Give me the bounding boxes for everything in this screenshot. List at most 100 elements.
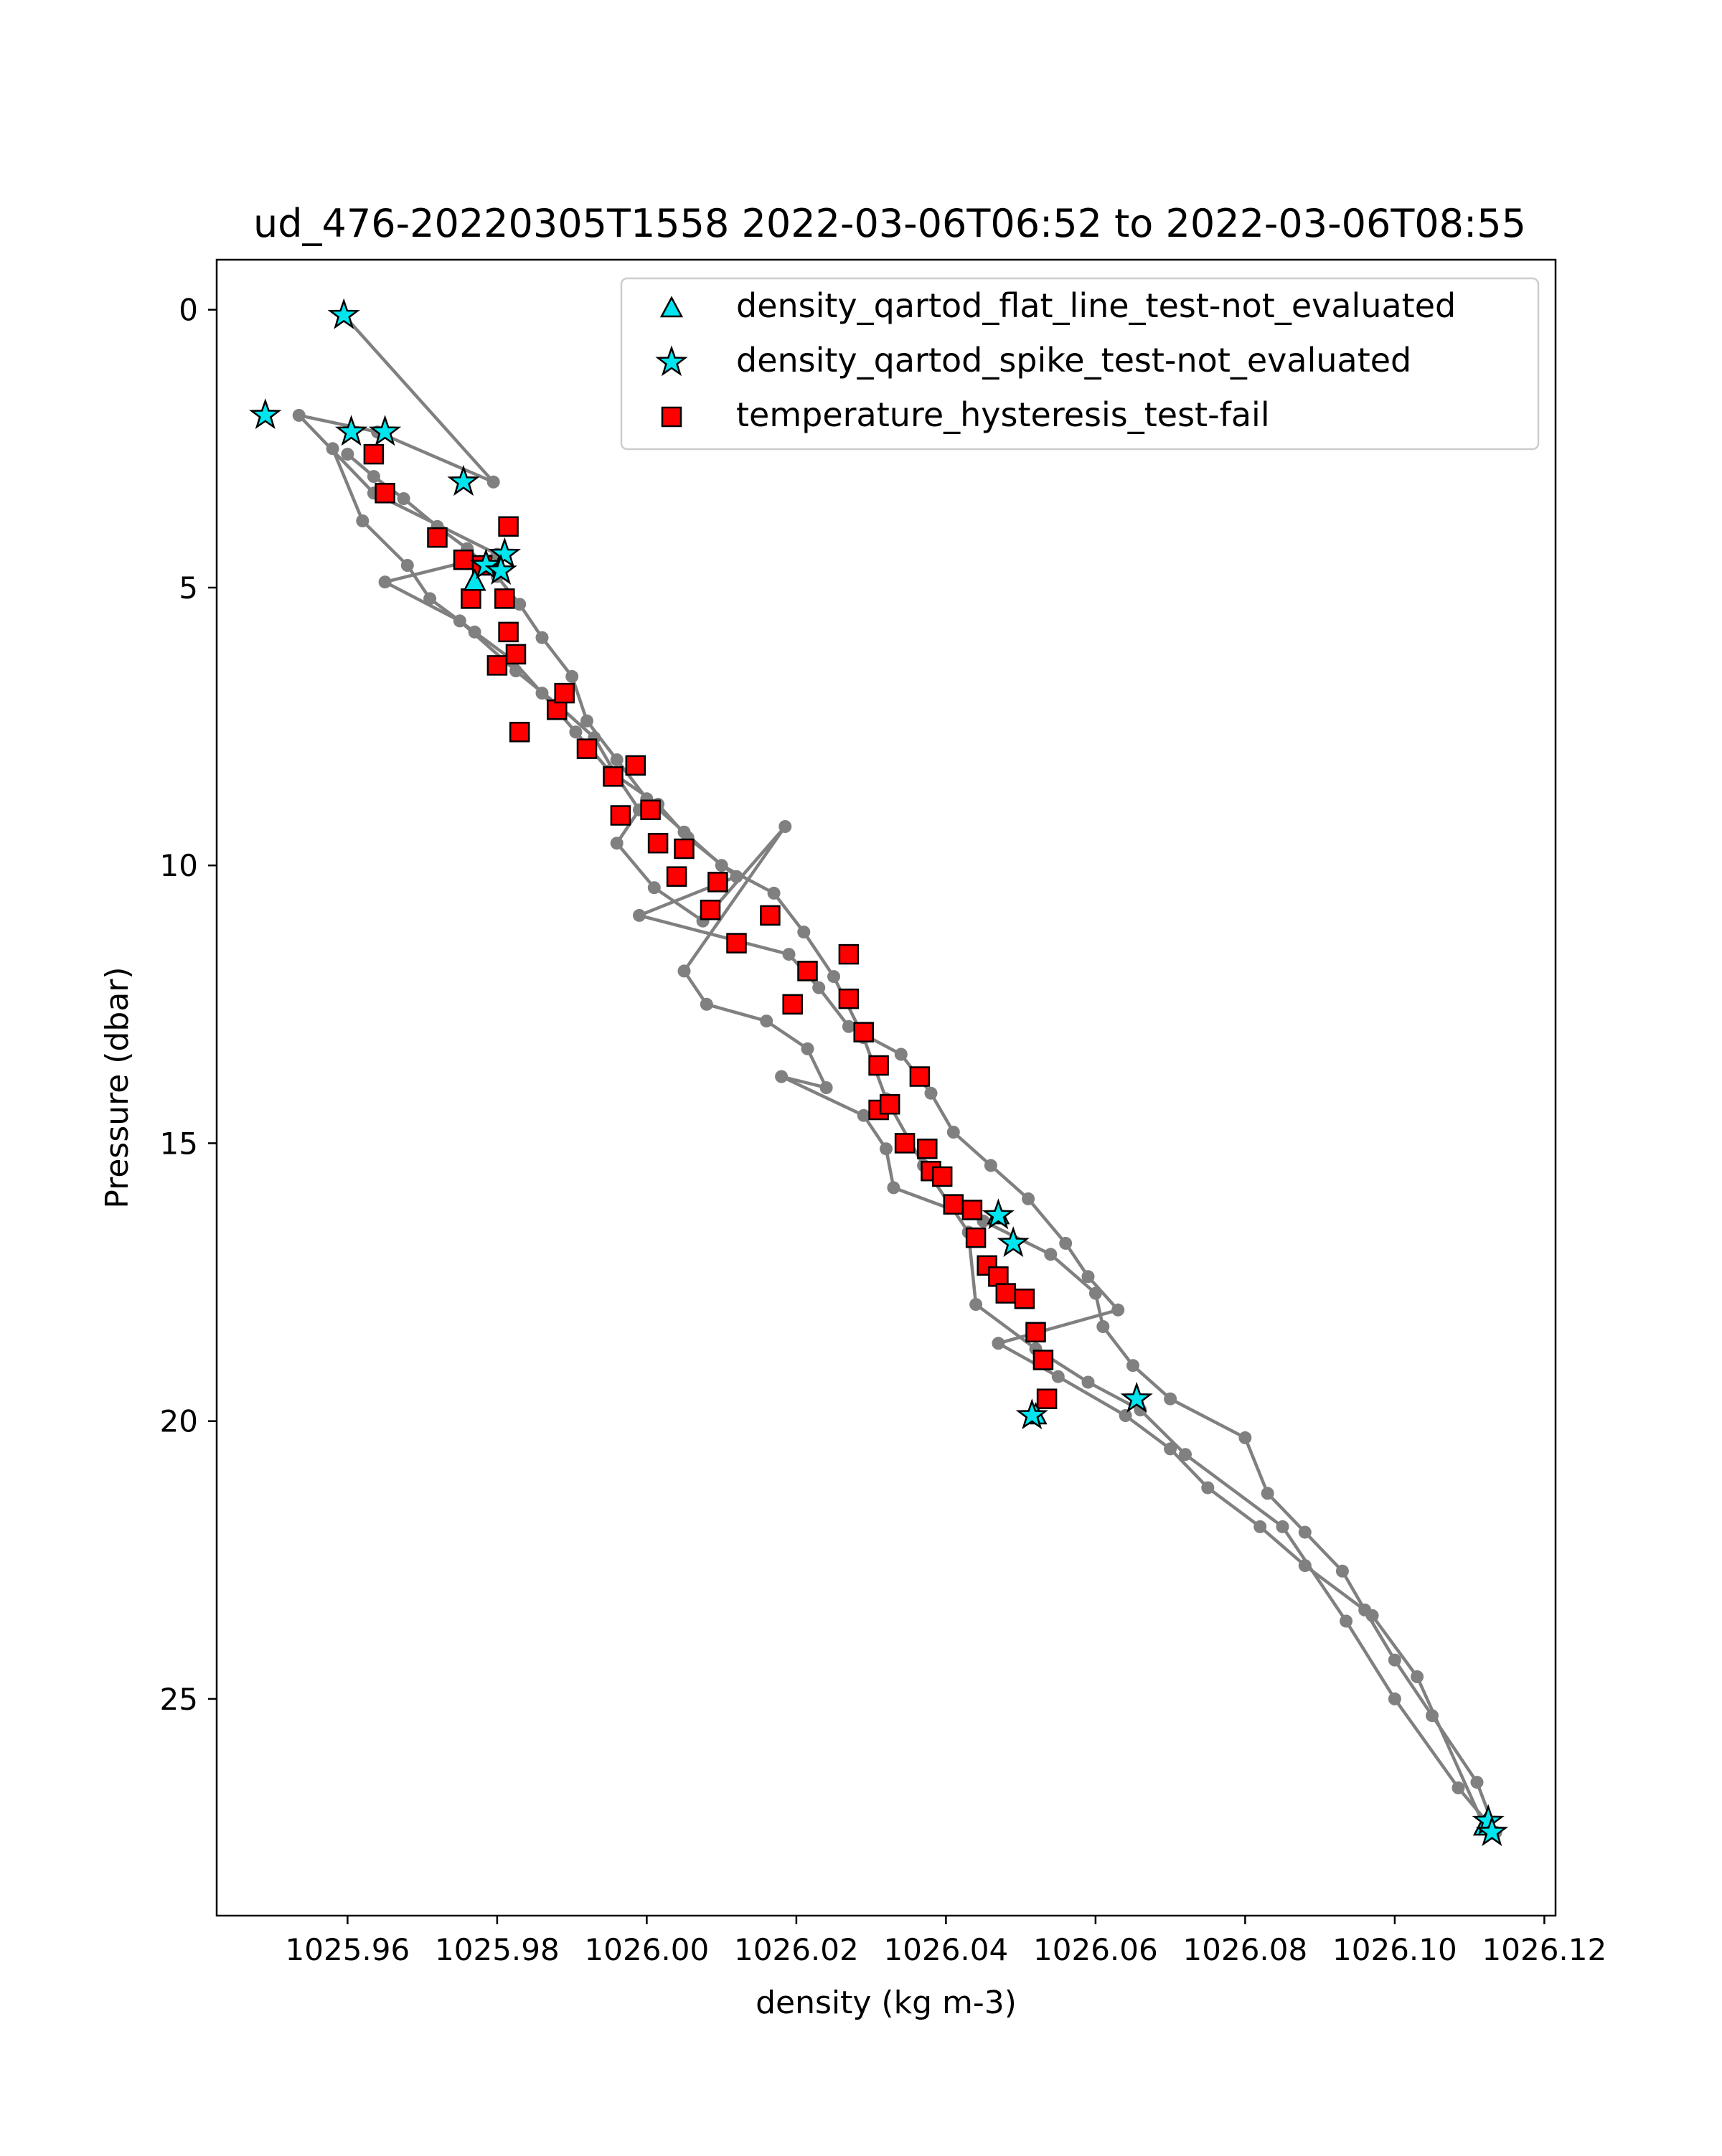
profile-point — [1081, 1270, 1095, 1284]
profile-point — [782, 948, 796, 961]
profile-point — [801, 1042, 814, 1055]
hysteresis-fail-marker — [909, 1066, 931, 1087]
spike-marker — [327, 298, 360, 329]
profile-point — [700, 997, 713, 1011]
legend-star-marker — [655, 345, 688, 377]
profile-point — [1051, 1370, 1065, 1383]
profile-point — [378, 575, 392, 589]
profile-point — [946, 1126, 960, 1139]
hysteresis-fail-marker — [760, 905, 781, 926]
spike-marker — [335, 415, 368, 446]
spike-marker — [997, 1226, 1030, 1258]
profile-point — [647, 881, 661, 895]
hysteresis-fail-marker — [1036, 1388, 1058, 1409]
hysteresis-fail-marker — [853, 1022, 874, 1042]
profile-point — [1119, 1409, 1132, 1422]
profile-point — [984, 1159, 997, 1172]
legend-square-marker — [661, 406, 682, 428]
profile-point — [1298, 1559, 1312, 1573]
profile-point — [535, 631, 549, 644]
profile-point — [326, 442, 339, 456]
spike-marker — [484, 553, 517, 585]
profile-point — [1081, 1375, 1095, 1389]
profile-point — [887, 1181, 900, 1195]
hysteresis-fail-marker — [868, 1055, 889, 1076]
spike-marker — [447, 464, 480, 496]
profile-point — [1044, 1248, 1058, 1261]
hysteresis-fail-marker — [547, 700, 568, 720]
profile-point — [1022, 1192, 1035, 1205]
profile-point — [1164, 1442, 1177, 1456]
profile-point — [1179, 1448, 1192, 1461]
y-tick-label: 0 — [179, 293, 198, 328]
profile-point — [468, 625, 481, 639]
profile-point — [1111, 1303, 1125, 1317]
x-tick-label: 1026.08 — [1183, 1932, 1308, 1967]
y-tick-label: 15 — [160, 1126, 198, 1161]
hysteresis-fail-marker — [965, 1227, 987, 1248]
profile-point — [1126, 1359, 1139, 1373]
hysteresis-fail-marker — [363, 443, 385, 465]
profile-point — [400, 559, 414, 572]
hysteresis-fail-marker — [486, 655, 508, 676]
profile-point — [1470, 1776, 1484, 1789]
hysteresis-fail-marker — [576, 738, 598, 759]
hysteresis-fail-marker — [726, 933, 747, 954]
profile-point — [894, 1048, 908, 1061]
x-tick-label: 1025.96 — [286, 1932, 410, 1967]
profile-point — [292, 408, 306, 422]
profile-point — [580, 714, 593, 728]
hysteresis-fail-marker — [610, 805, 631, 826]
hysteresis-fail-marker — [1025, 1322, 1046, 1343]
hysteresis-fail-marker — [666, 866, 687, 887]
profile-point — [486, 475, 500, 489]
profile-point — [730, 870, 743, 883]
spike-marker — [1015, 1398, 1048, 1430]
flat-line-marker — [463, 568, 486, 591]
profile-point — [1340, 1614, 1353, 1628]
profile-point — [1276, 1520, 1289, 1533]
profile-point — [367, 470, 380, 484]
hysteresis-fail-marker — [797, 961, 818, 982]
hysteresis-fail-marker — [1014, 1289, 1035, 1309]
y-tick-label: 5 — [179, 570, 198, 606]
profile-point — [819, 1081, 833, 1094]
legend: density_qartod_flat_line_test-not_evalua… — [620, 277, 1540, 451]
profile-point — [1164, 1392, 1177, 1406]
hysteresis-fail-marker — [461, 588, 481, 609]
chart-title: ud_476-20220305T1558 2022-03-06T06:52 to… — [253, 201, 1526, 246]
profile-point — [610, 753, 624, 766]
x-tick-label: 1026.04 — [884, 1932, 1009, 1967]
x-tick-label: 1026.06 — [1033, 1932, 1158, 1967]
hysteresis-fail-marker — [700, 899, 721, 921]
y-axis-label: Pressure (dbar) — [99, 966, 136, 1208]
hysteresis-fail-marker — [931, 1166, 953, 1187]
profile-line — [297, 314, 1497, 1835]
profile-point — [1253, 1520, 1267, 1533]
profile-point — [1452, 1781, 1465, 1794]
profile-point — [356, 514, 370, 527]
profile-point — [1365, 1609, 1379, 1622]
profile-point — [775, 1070, 789, 1083]
profile-point — [1201, 1481, 1215, 1494]
profile-point — [341, 448, 354, 461]
profile-point — [1059, 1236, 1073, 1250]
plot-frame — [215, 258, 1557, 1917]
profile-point — [1096, 1320, 1110, 1333]
hysteresis-fail-marker — [647, 832, 669, 854]
hysteresis-fail-marker — [625, 755, 646, 776]
hysteresis-fail-marker — [509, 722, 530, 743]
profile-point — [767, 886, 781, 900]
hysteresis-fail-marker — [505, 644, 527, 665]
x-tick-label: 1026.10 — [1332, 1932, 1457, 1967]
x-tick-label: 1025.98 — [435, 1932, 560, 1967]
profile-point — [1238, 1431, 1252, 1444]
hysteresis-fail-marker — [603, 766, 624, 787]
profile-point — [1298, 1525, 1312, 1539]
legend-triangle-marker — [659, 296, 684, 318]
profile-point — [1261, 1487, 1274, 1500]
spike-marker — [368, 415, 402, 446]
x-tick-label: 1026.02 — [734, 1932, 859, 1967]
profile-point — [880, 1142, 893, 1156]
